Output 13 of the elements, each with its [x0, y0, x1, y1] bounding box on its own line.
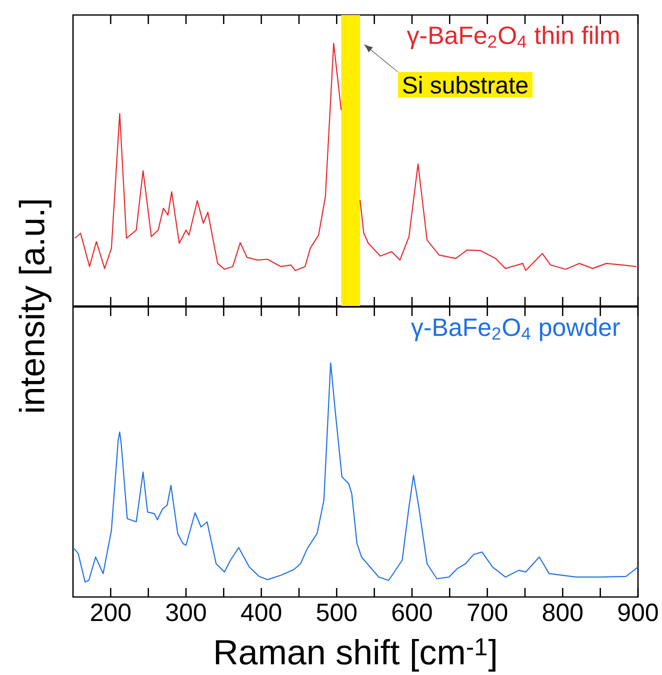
- y-axis-title: intensity [a.u.]: [18, 200, 52, 412]
- band-label: Si substrate: [402, 76, 528, 94]
- x-tick-label: 800: [542, 604, 582, 622]
- x-tick-label: 300: [166, 604, 206, 622]
- x-tick-label: 900: [618, 604, 658, 622]
- text: γ-BaFe$_{2}$O$_{4}$ powder: [410, 318, 620, 342]
- x-tick-label: 500: [316, 604, 356, 622]
- x-tick-label: 200: [90, 604, 130, 622]
- x-tick-label: 700: [468, 604, 508, 622]
- text: γ-BaFe$_{2}$O$_{4}$ thin film: [406, 26, 619, 50]
- x-tick-label: 400: [240, 604, 282, 622]
- x-axis-title: Raman shift [cm$^{-1}$]: [216, 638, 496, 672]
- x-tick-label: 600: [392, 604, 432, 622]
